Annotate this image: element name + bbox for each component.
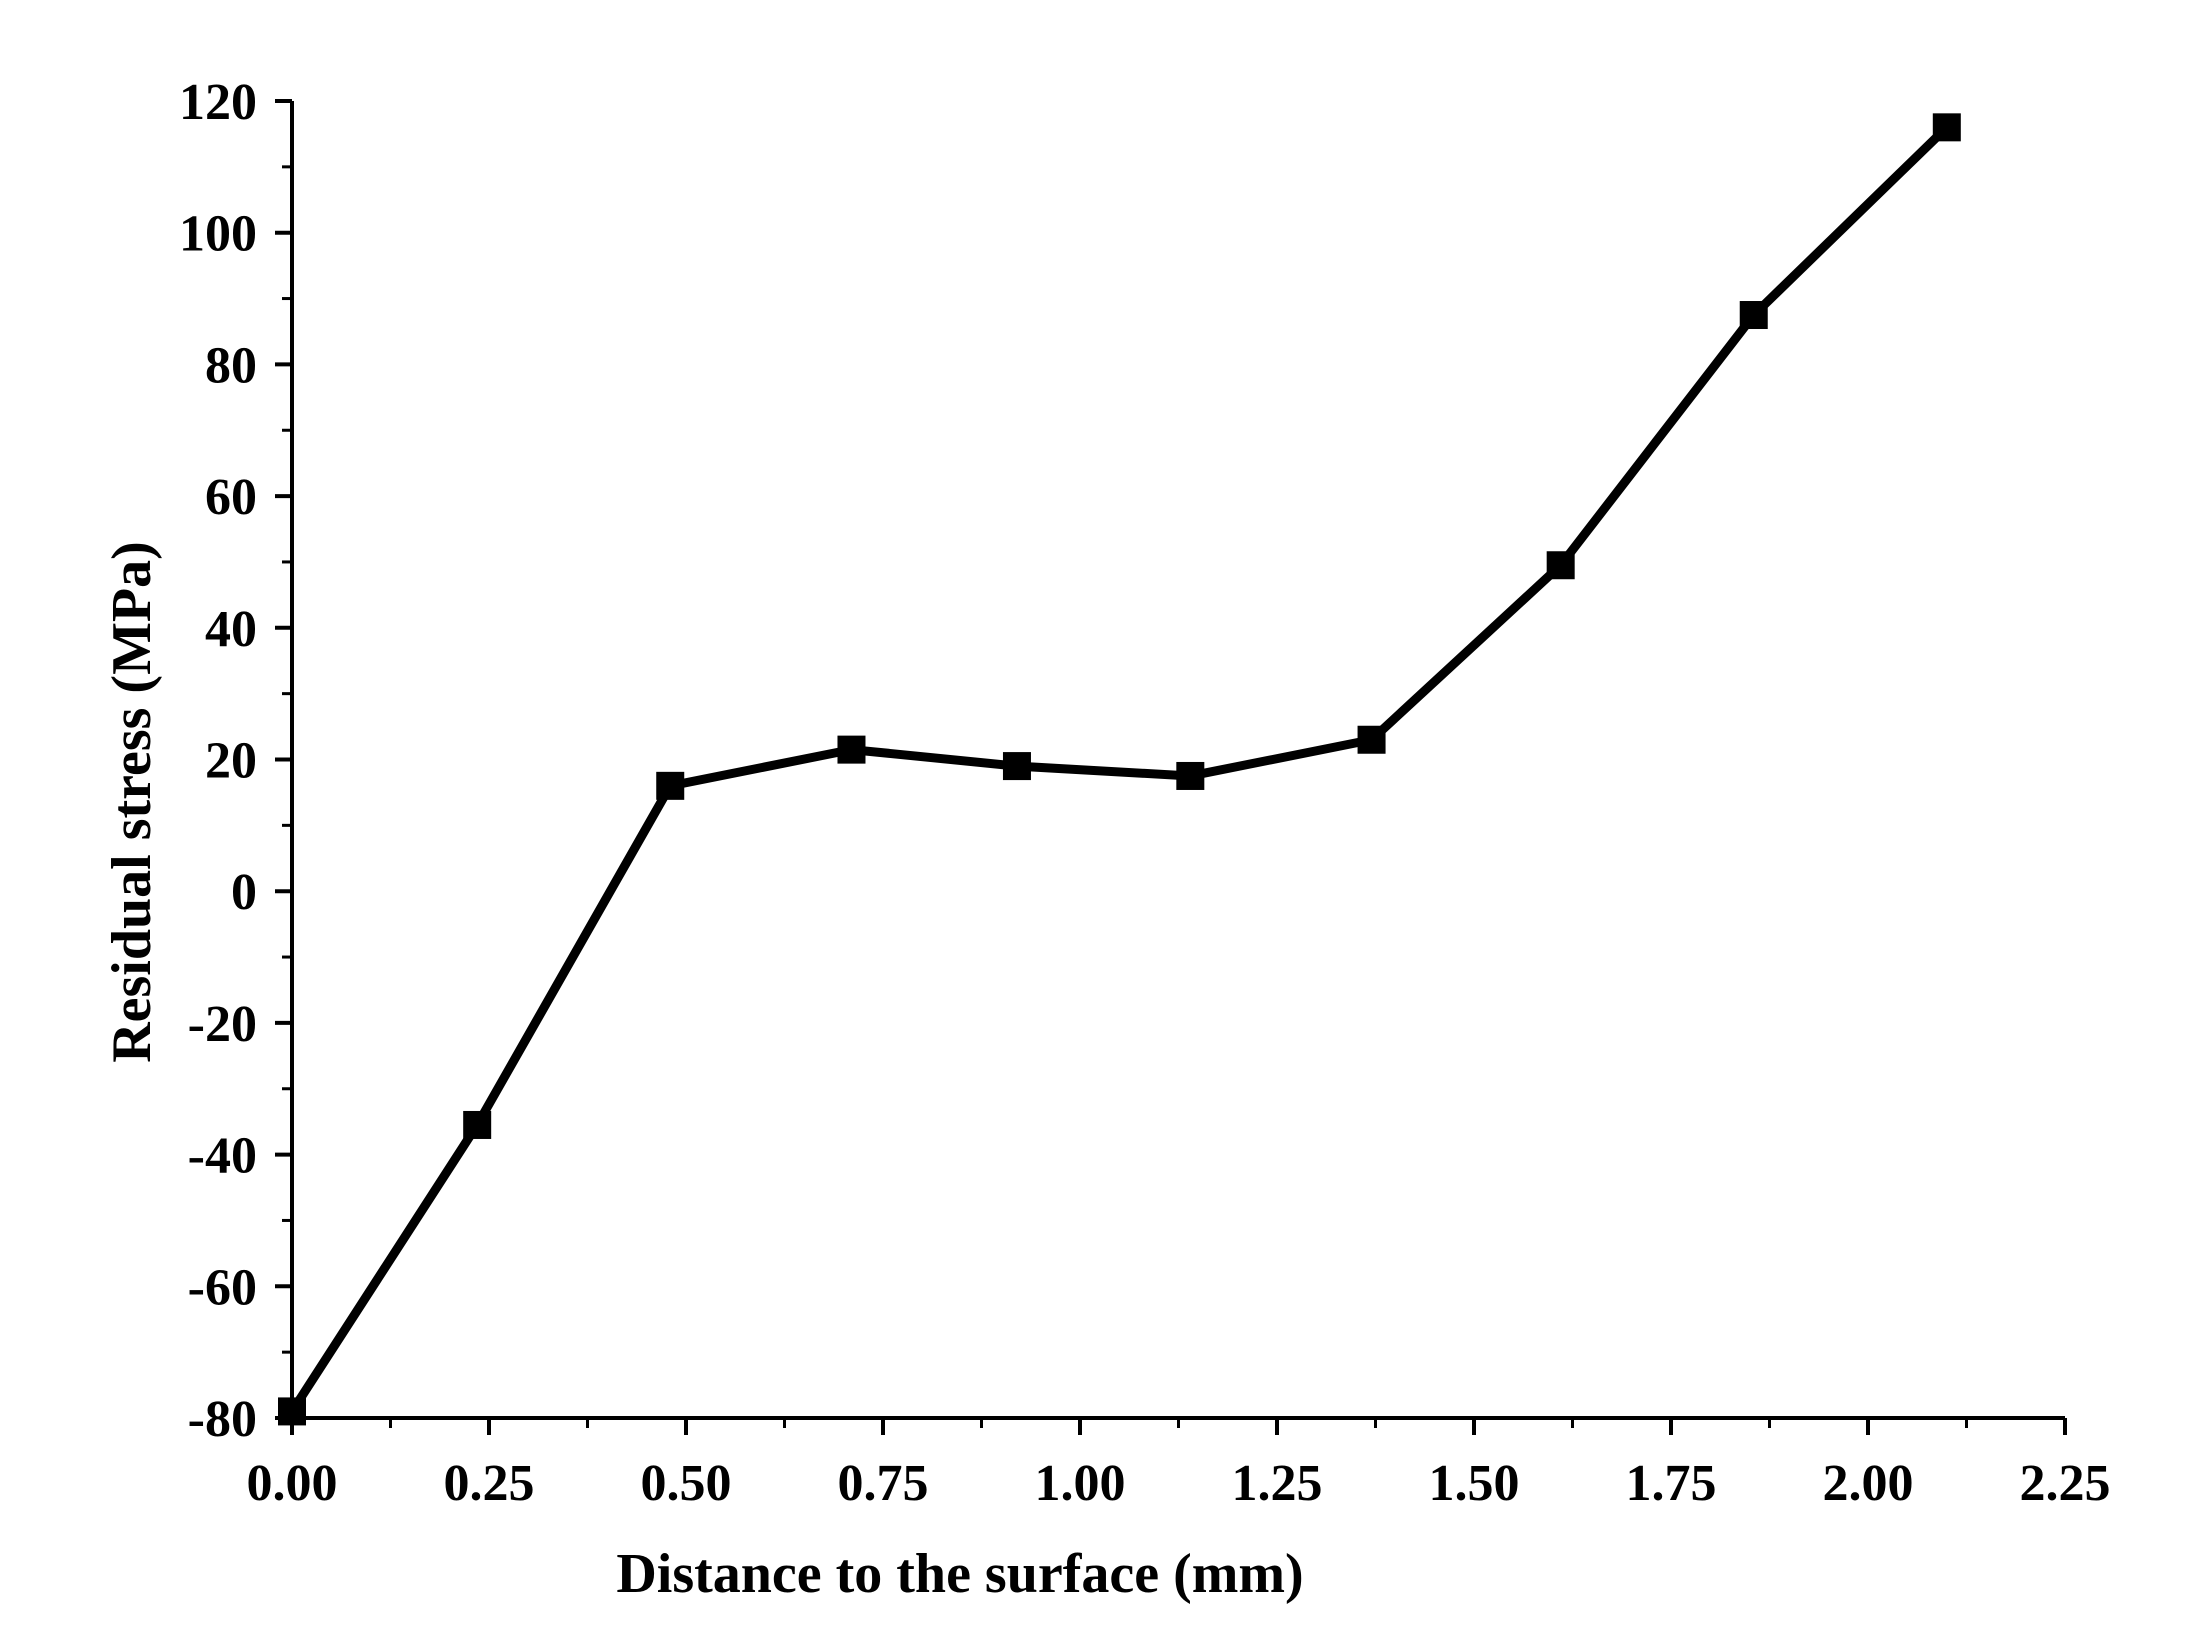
x-tick-label: 1.50	[1429, 1455, 1520, 1512]
y-tick-label: 80	[205, 337, 257, 394]
y-axis-title: Residual stress (MPa)	[101, 541, 163, 1063]
y-tick-label: 100	[179, 206, 257, 263]
y-tick-label: -80	[188, 1391, 257, 1448]
y-tick-label: -60	[188, 1259, 257, 1316]
series-layer	[278, 113, 1961, 1426]
y-tick-label: 20	[205, 733, 257, 790]
x-tick-label: 0.25	[444, 1455, 535, 1512]
y-tick-label: 40	[205, 601, 257, 658]
x-tick-label: 1.75	[1626, 1455, 1717, 1512]
x-tick-label: 0.75	[838, 1455, 929, 1512]
data-point-marker	[278, 1397, 306, 1426]
data-point-marker	[1357, 725, 1386, 754]
data-point-marker	[1176, 761, 1205, 790]
x-tick-label: 2.00	[1823, 1455, 1914, 1512]
data-point-marker	[1739, 301, 1768, 330]
series-line	[288, 124, 1950, 1414]
data-point-marker	[1002, 752, 1031, 781]
x-tick-label: 1.00	[1035, 1455, 1126, 1512]
tick-marks	[275, 99, 2067, 1435]
y-tick-label: 0	[231, 864, 257, 921]
x-tick-label: 0.00	[247, 1455, 338, 1512]
x-tick-label: 1.25	[1232, 1455, 1323, 1512]
x-tick-label: 2.25	[2020, 1455, 2111, 1512]
data-point-marker	[1546, 551, 1575, 580]
x-tick-label: 0.50	[641, 1455, 732, 1512]
data-point-marker	[1932, 113, 1961, 142]
axes	[290, 101, 2065, 1420]
y-tick-label: 120	[179, 74, 257, 131]
tick-labels: 0.00 0.25 0.50 0.75 1.00 1.25 1.50 1.75 2.00 2.25…	[179, 74, 2111, 1512]
y-tick-label: 60	[205, 469, 257, 526]
data-point-marker	[463, 1110, 492, 1139]
y-tick-label: -40	[188, 1128, 257, 1185]
data-point-marker	[656, 771, 685, 800]
x-axis-title: Distance to the surface (mm)	[616, 1543, 1303, 1605]
y-tick-label: -20	[188, 996, 257, 1053]
data-point-marker	[837, 735, 866, 764]
